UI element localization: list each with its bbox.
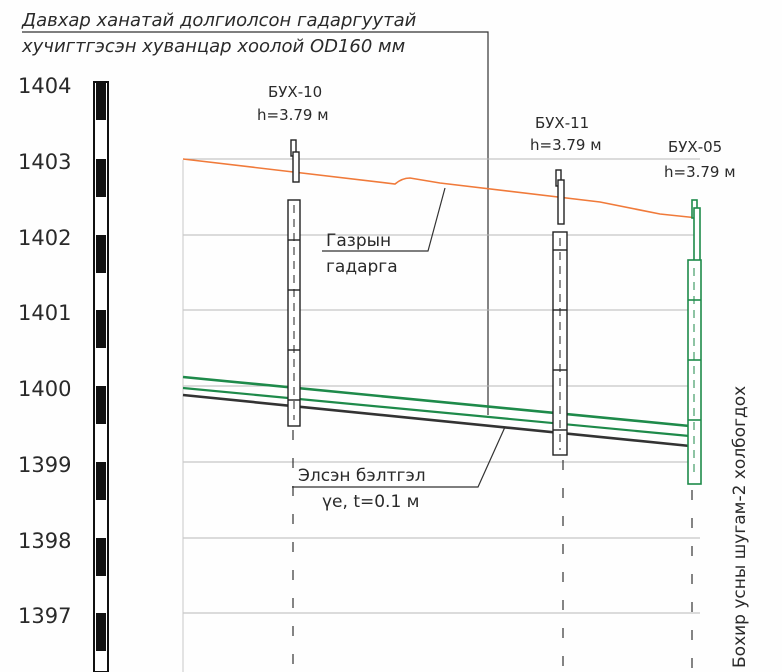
- connection-label: Бохир усны шугам-2 холбогдох: [730, 386, 750, 668]
- well-bux-05: [687, 199, 702, 485]
- elevation-label: 1401: [18, 301, 71, 325]
- well-centerlines: [292, 430, 693, 672]
- well-name-bux-10: БУХ-10: [268, 83, 322, 101]
- well-depth-bux-05: h=3.79 м: [664, 163, 736, 181]
- well-bux-11: [552, 169, 568, 456]
- title-line-2: хучигтгэсэн хуванцар хоолой OD160 мм: [21, 36, 405, 57]
- pipe-bottom-line: [182, 386, 701, 439]
- well-labels: БУХ-10 h=3.79 м БУХ-11 h=3.79 м БУХ-05 h…: [257, 83, 736, 181]
- elevation-label: 1399: [18, 453, 71, 477]
- elevation-label: 1403: [18, 150, 71, 174]
- ground-surface-annotation: Газрын гадарга: [322, 187, 446, 277]
- well-depth-bux-10: h=3.79 м: [257, 106, 329, 124]
- elevation-label: 1402: [18, 226, 71, 250]
- elevation-label: 1398: [18, 529, 71, 553]
- elevation-label: 1397: [18, 604, 71, 628]
- elevation-label: 1400: [18, 377, 71, 401]
- bedding-label-line-2: үе, t=0.1 м: [322, 492, 420, 512]
- elevation-labels: 1404 1403 1402 1401 1400 1399 1398 1397: [18, 74, 71, 628]
- well-name-bux-05: БУХ-05: [668, 138, 722, 156]
- well-name-bux-11: БУХ-11: [535, 114, 589, 132]
- well-bux-10: [287, 139, 301, 427]
- elevation-scale-bar: [93, 81, 109, 672]
- ground-leader-line: [322, 187, 446, 252]
- bedding-leader-line: [292, 426, 506, 488]
- bedding-annotation: Элсэн бэлтгэл үе, t=0.1 м: [292, 426, 506, 512]
- pipe-title: Давхар ханатай долгиолсон гадаргуутай ху…: [21, 10, 489, 415]
- ground-surface-line: [182, 158, 699, 219]
- elevation-label: 1404: [18, 74, 71, 98]
- ground-label-line-1: Газрын: [326, 231, 391, 251]
- title-line-1: Давхар ханатай долгиолсон гадаргуутай: [21, 10, 417, 31]
- sand-bedding-line: [182, 393, 701, 449]
- title-leader-line: [22, 31, 489, 415]
- bedding-label-line-1: Элсэн бэлтгэл: [298, 466, 426, 486]
- ground-label-line-2: гадарга: [326, 257, 398, 277]
- well-depth-bux-11: h=3.79 м: [530, 136, 602, 154]
- pipe-top-line: [182, 375, 701, 429]
- elevation-grid: [182, 158, 700, 672]
